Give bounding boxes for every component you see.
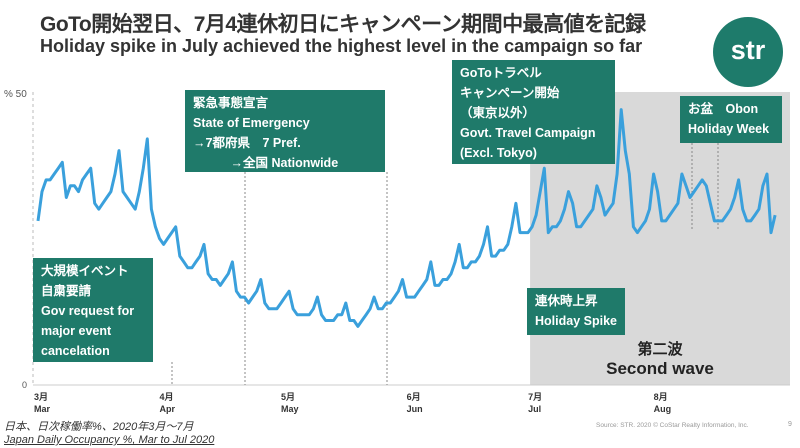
annotation-line: Holiday Spike xyxy=(535,314,617,328)
annotation-goto-campaign: GoToトラベル キャンペーン開始 （東京以外） Govt. Travel Ca… xyxy=(452,60,615,164)
x-tick-label-jp: 8月 xyxy=(654,392,668,402)
caption-english: Japan Daily Occupancy %, Mar to Jul 2020 xyxy=(4,434,215,446)
annotation-line: Gov request for xyxy=(41,304,135,318)
source-note: Source: STR. 2020 © CoStar Realty Inform… xyxy=(596,422,749,429)
x-tick-label-en: Aug xyxy=(654,404,672,414)
title-japanese: GoTo開始翌日、7月4連休初日にキャンペーン期間中最高値を記録 xyxy=(40,13,646,36)
annotation-line: Govt. Travel Campaign xyxy=(460,126,596,140)
x-tick-label-jp: 7月 xyxy=(528,392,542,402)
x-tick-label-en: Jul xyxy=(528,404,541,414)
title-english: Holiday spike in July achieved the highe… xyxy=(40,36,643,56)
x-tick-label-en: Mar xyxy=(34,404,51,414)
annotation-line: 緊急事態宣言 xyxy=(193,96,269,110)
x-tick-label-en: Apr xyxy=(160,404,176,414)
x-tick-label-en: May xyxy=(281,404,299,414)
occupancy-line xyxy=(36,108,777,328)
x-tick-label-jp: 4月 xyxy=(160,392,174,402)
annotation-line: →全国 Nationwide xyxy=(193,156,339,170)
x-tick-label-en: Jun xyxy=(407,404,423,414)
annotation-line: お盆 Obon xyxy=(688,102,759,116)
annotation-line: 連休時上昇 xyxy=(535,294,598,308)
annotation-line: →7都府県 7 Pref. xyxy=(193,136,301,150)
annotation-line: State of Emergency xyxy=(193,116,310,130)
caption-japanese: 日本、日次稼働率%、2020年3月～7月 xyxy=(4,421,194,433)
annotation-line: major event xyxy=(41,324,112,338)
x-tick-label-jp: 6月 xyxy=(407,392,421,402)
y-tick-label: % 50 xyxy=(4,89,27,100)
annotation-line: 大規模イベント xyxy=(41,264,129,278)
annotation-obon: お盆 Obon Holiday Week xyxy=(680,96,782,143)
annotation-line: （東京以外） xyxy=(460,106,536,120)
annotation-line: キャンペーン開始 xyxy=(460,86,560,100)
second-wave-jp: 第二波 xyxy=(637,341,683,358)
x-tick-label-jp: 3月 xyxy=(34,392,48,402)
annotation-line: 自粛要請 xyxy=(41,284,92,298)
second-wave-en: Second wave xyxy=(606,359,714,378)
str-logo: str xyxy=(713,17,783,87)
annotation-line: GoToトラベル xyxy=(460,66,542,80)
annotation-line: Holiday Week xyxy=(688,122,770,136)
annotation-line: (Excl. Tokyo) xyxy=(460,146,537,160)
annotation-line: cancelation xyxy=(41,344,110,358)
second-wave-label: 第二波 Second wave xyxy=(600,338,720,379)
x-tick-label-jp: 5月 xyxy=(281,392,295,402)
page-number: 9 xyxy=(788,421,792,428)
annotation-state-of-emergency: 緊急事態宣言 State of Emergency →7都府県 7 Pref. … xyxy=(185,90,385,172)
annotation-event-cancelation: 大規模イベント 自粛要請 Gov request for major event… xyxy=(33,258,153,362)
annotation-holiday-spike: 連休時上昇 Holiday Spike xyxy=(527,288,625,335)
y-tick-label: 0 xyxy=(22,380,27,390)
